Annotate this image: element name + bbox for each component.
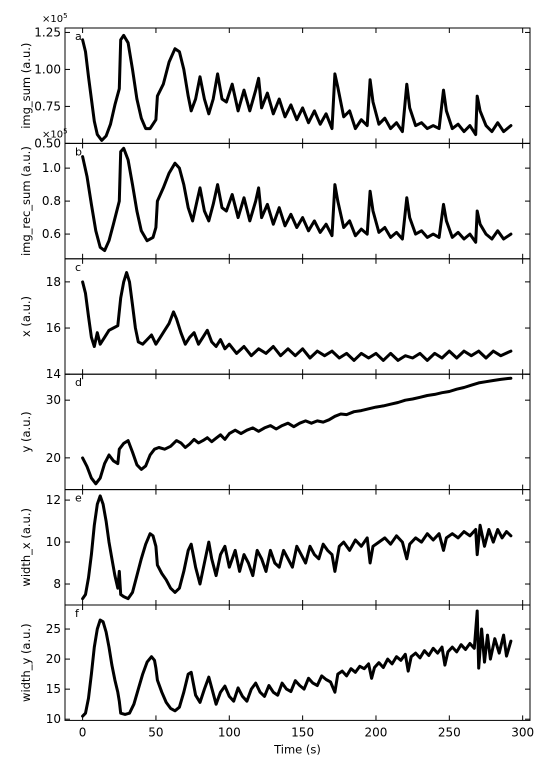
x-tick-label: 250 [438,725,461,739]
y-axis-label-f: width_y (a.u.) [19,623,33,702]
y-axis-label-a: img_sum (a.u.) [19,43,33,129]
panel-frame-f [64,604,531,721]
y-tick-label: 10 [46,712,61,726]
y-tick-label: 8 [53,577,61,591]
data-series-c [81,271,513,362]
y-axis-label-c: x (a.u.) [19,296,33,337]
y-tick-label: 15 [46,682,61,696]
data-series-f [81,609,513,718]
x-tick-label: 200 [365,725,388,739]
y-tick-label: 20 [46,451,61,465]
x-tick-label: 0 [79,725,87,739]
panel-label-a: a [75,30,82,43]
x-axis-label: Time (s) [273,742,321,756]
y-tick-label: 25 [46,622,61,636]
y-axis-label-b: img_rec_sum (a.u.) [19,146,33,256]
data-series-d [81,376,513,486]
y-tick-label: 1.00 [34,62,61,76]
panel-label-d: d [75,376,82,389]
y-tick-label: 16 [46,321,61,335]
y-tick-label: 1.0 [42,161,61,175]
y-tick-label: 10 [46,535,61,549]
data-series-a [81,33,513,142]
panel-label-b: b [75,145,82,158]
panel-label-f: f [75,607,80,620]
data-series-b [81,146,513,253]
y-tick-label: 0.75 [34,99,61,113]
y-multiplier-b: ×105 [42,127,68,140]
y-tick-label: 0.50 [34,136,61,150]
x-tick-label: 150 [291,725,314,739]
y-tick-label: 30 [46,393,61,407]
y-multiplier-a: ×105 [42,12,68,25]
y-tick-label: 14 [46,367,61,381]
y-axis-label-d: y (a.u.) [19,411,33,452]
y-tick-label: 18 [46,275,61,289]
x-tick-label: 100 [218,725,241,739]
panel-frame-d [64,373,531,491]
x-tick-label: 50 [148,725,163,739]
y-tick-label: 12 [46,493,61,507]
y-axis-label-e: width_x (a.u.) [19,508,33,587]
y-tick-label: 0.8 [42,194,61,208]
panel-label-e: e [75,492,82,505]
panel-label-c: c [75,261,81,274]
data-series-e [81,494,513,601]
y-tick-label: 1.25 [34,25,61,39]
y-tick-label: 20 [46,652,61,666]
x-tick-label: 300 [511,725,534,739]
y-tick-label: 0.6 [42,227,61,241]
